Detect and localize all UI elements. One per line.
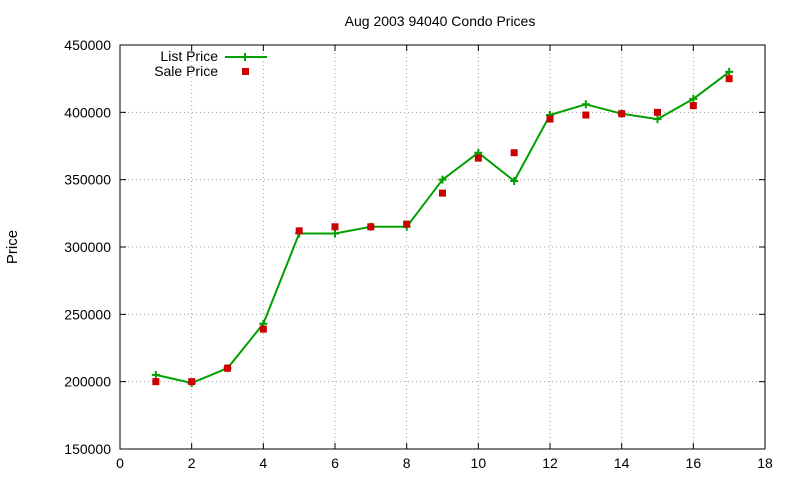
sale-price-point [331,223,339,231]
x-tick-label: 6 [331,455,339,471]
axis-ticks: 0 2 4 6 8 10 12 14 16 18 150000 200000 250000 300000 3… [64,37,773,471]
sale-price-point [439,189,446,197]
sale-price-point [725,75,733,83]
series-line-list-price [155,71,730,384]
sale-price-point [618,110,626,118]
x-tick-label: 0 [116,455,124,471]
legend-marker-sale-price [242,68,249,75]
sale-price-point [582,111,590,119]
y-axis-label: Price [4,230,21,264]
y-tick-label: 200000 [64,374,111,390]
sale-price-point [224,364,231,372]
y-tick-label: 350000 [64,172,111,188]
x-tick-label: 2 [188,455,196,471]
sale-price-point [654,108,661,116]
sale-price-point [259,325,267,333]
sale-price-point [403,220,411,228]
legend-label-sale-price: Sale Price [154,63,218,79]
y-tick-label: 400000 [64,104,111,120]
x-tick-label: 18 [757,455,773,471]
list-price-point [653,115,662,124]
chart-title: Aug 2003 94040 Condo Prices [345,13,536,29]
legend: List Price Sale Price [154,48,267,79]
y-tick-label: 250000 [64,306,111,322]
series [151,67,734,388]
x-tick-label: 16 [686,455,702,471]
list-price-point [581,100,590,109]
x-tick-label: 4 [259,455,267,471]
legend-label-list-price: List Price [160,48,218,64]
x-tick-label: 10 [471,455,487,471]
legend-marker-list-price [241,53,249,61]
sale-price-point [295,227,303,235]
sale-price-point [546,115,554,123]
sale-price-point [510,149,518,157]
x-tick-label: 8 [403,455,411,471]
list-price-point [438,175,447,184]
sale-price-point [367,223,375,231]
list-price-point [689,94,698,103]
y-tick-label: 450000 [64,37,111,53]
grid [120,45,765,449]
list-price-point [510,177,519,186]
sale-price-point [188,378,196,386]
sale-price-point [689,102,697,110]
list-price-point [331,229,339,238]
y-tick-label: 300000 [64,239,111,255]
x-tick-label: 12 [542,455,558,471]
list-price-point [151,370,160,379]
x-tick-label: 14 [614,455,630,471]
list-price-point [725,67,734,76]
y-tick-label: 150000 [64,441,111,457]
sale-price-point [152,378,160,386]
sale-price-point [474,154,482,162]
